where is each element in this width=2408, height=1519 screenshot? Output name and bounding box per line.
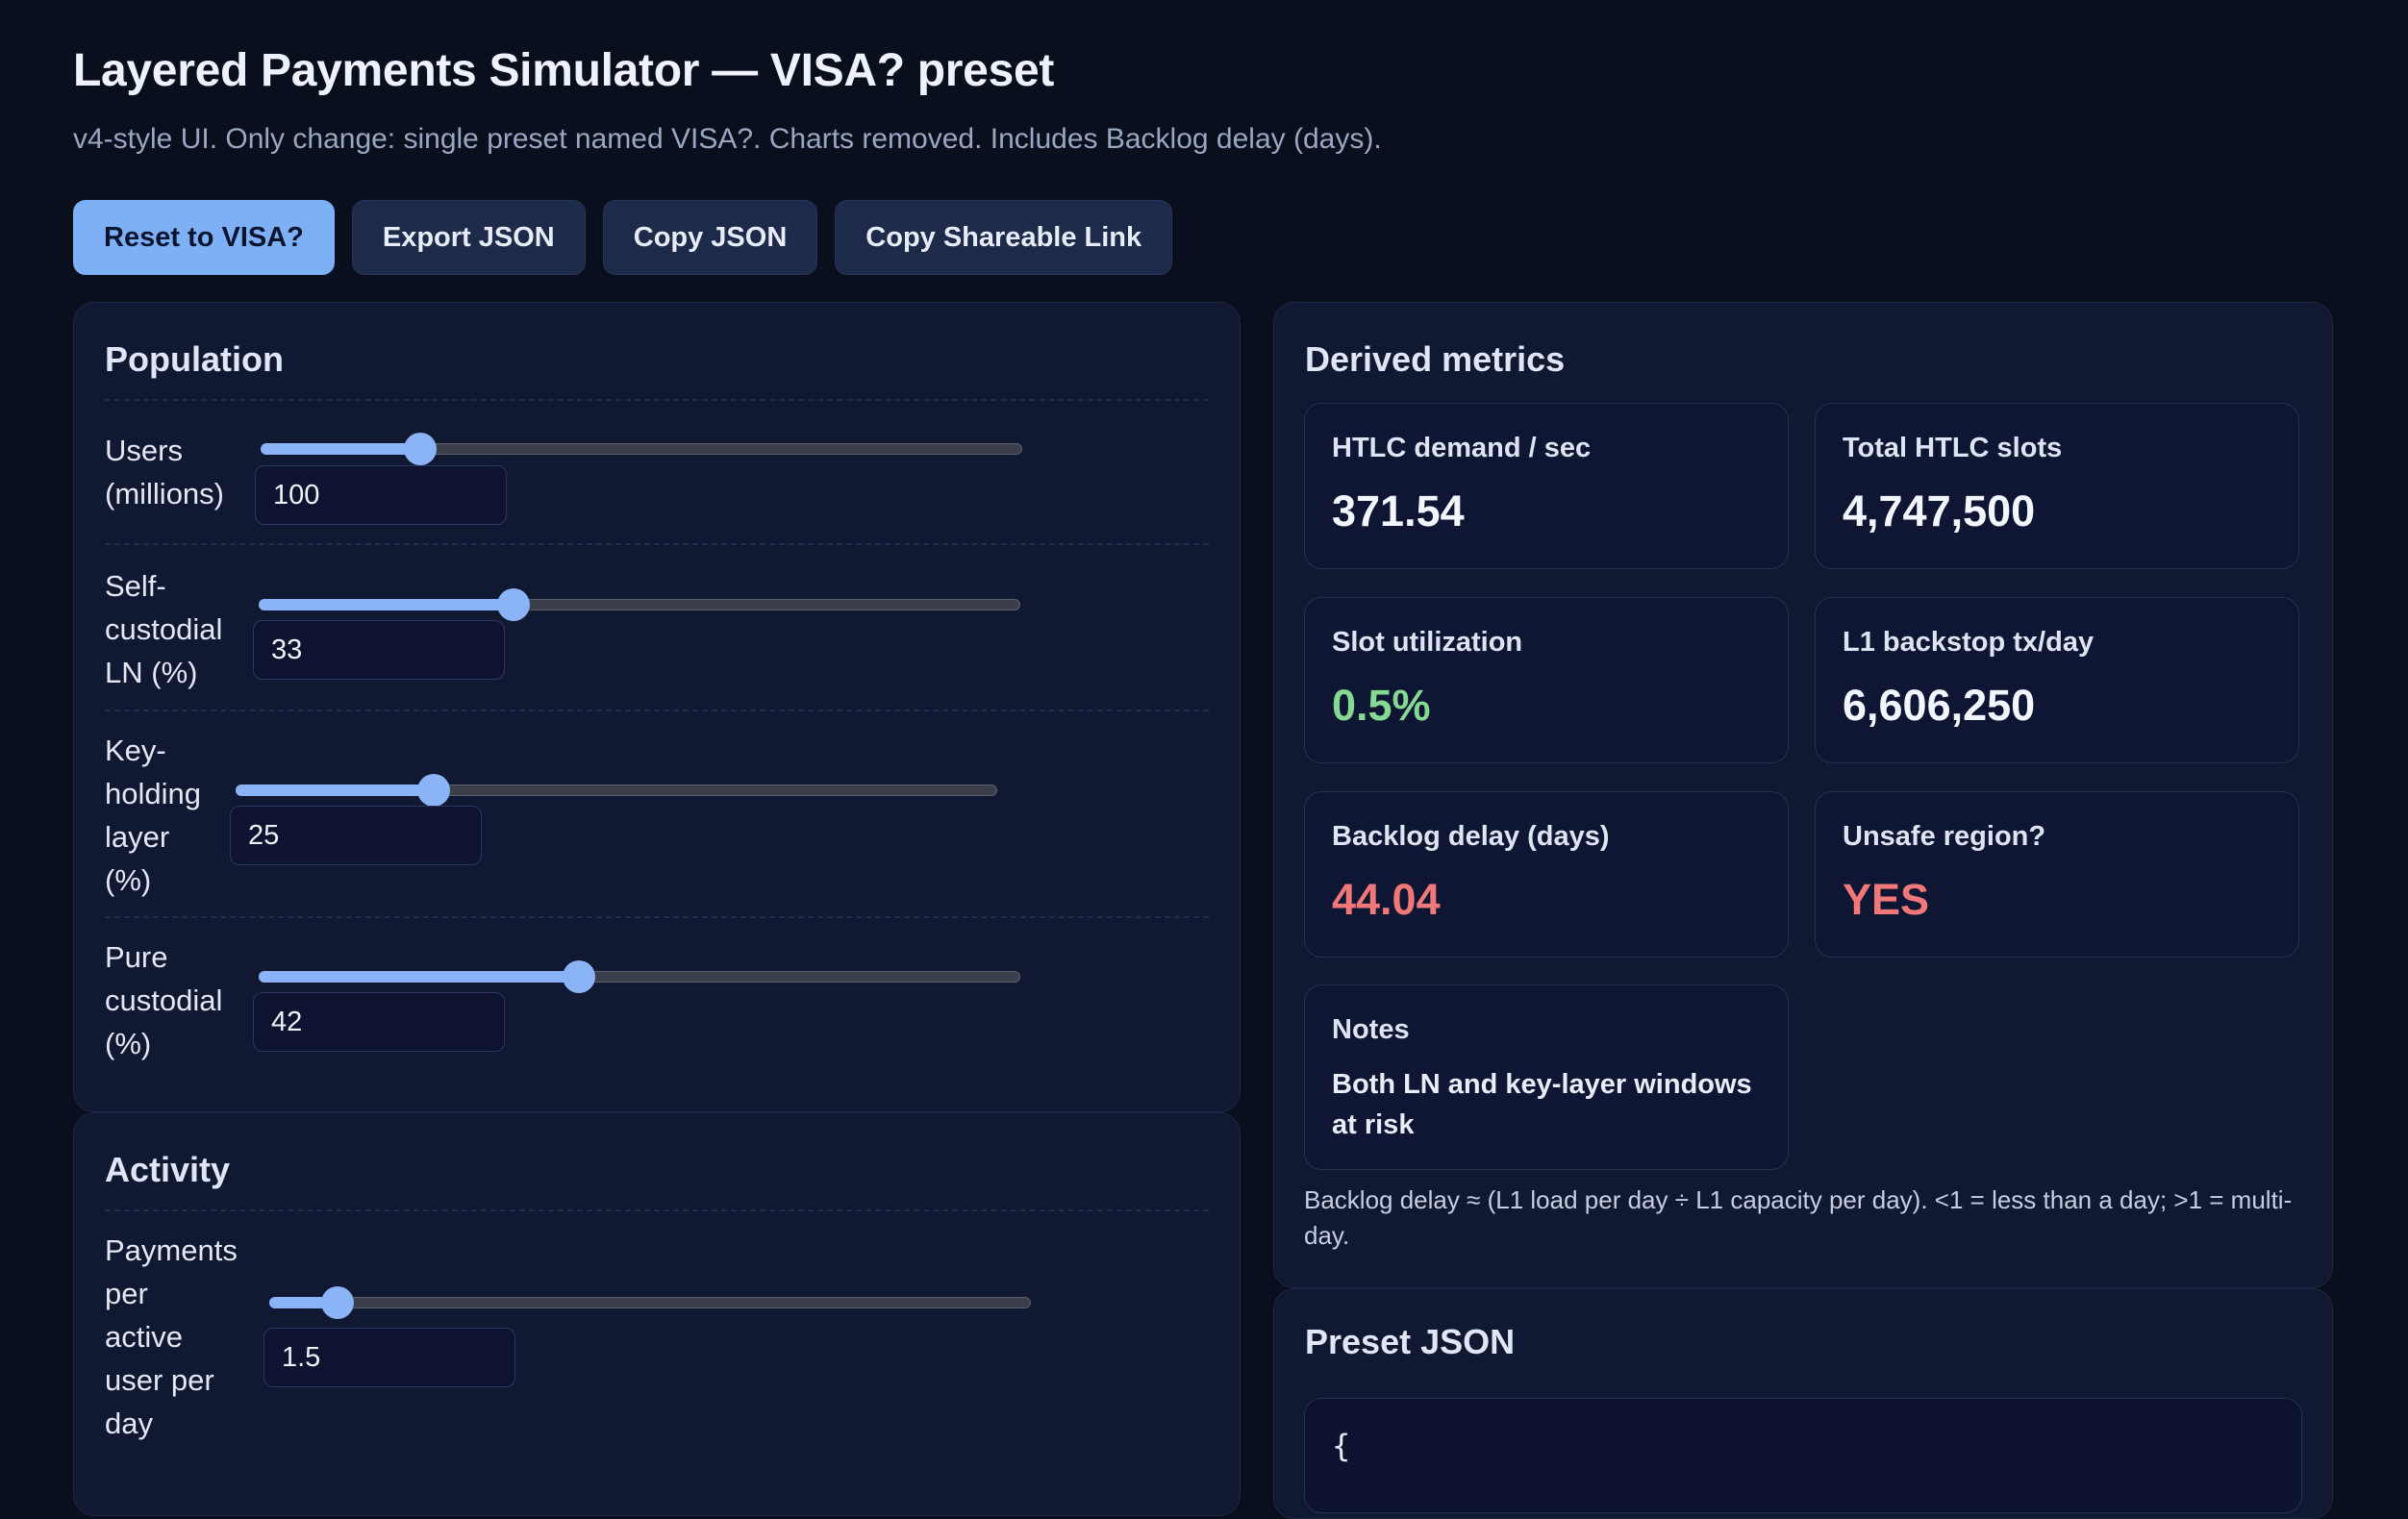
backlog-footnote: Backlog delay ≈ (L1 load per day ÷ L1 ca… [1304,1185,2293,1250]
users-label: Users (millions) [105,429,224,515]
self-custodial-label-line: Self- [105,569,166,603]
divider [105,916,1209,918]
slider-fill [269,1297,339,1308]
htlc-demand-value: 371.54 [1332,486,1465,535]
preset-json-code: { [1332,1428,1351,1464]
l1-backstop-label: L1 backstop tx/day [1843,627,2094,658]
slider-fill [261,443,421,455]
toolbar: Reset to VISA? Export JSON Copy JSON Cop… [73,200,1173,275]
slot-utilization-value: 0.5% [1332,681,1431,730]
backlog-delay-label: Backlog delay (days) [1332,821,1610,852]
divider [105,543,1209,545]
slider-fill [259,971,579,983]
pure-custodial-label-line: custodial [105,984,223,1017]
preset-json-title: Preset JSON [1305,1322,1516,1361]
payments-per-user-input[interactable]: 1.5 [263,1328,515,1387]
page-subtitle: v4-style UI. Only change: single preset … [73,123,1382,155]
slot-utilization-label: Slot utilization [1332,627,1523,658]
htlc-demand-card: HTLC demand / sec 371.54 [1304,403,1789,569]
payments-per-user-label: Payments per active user per day [105,1229,238,1445]
users-label-line: Users [105,434,183,467]
page-title: Layered Payments Simulator — VISA? prese… [73,45,1055,96]
total-htlc-slots-value: 4,747,500 [1843,486,2036,535]
backlog-delay-card: Backlog delay (days) 44.04 [1304,791,1789,958]
copy-shareable-link-button[interactable]: Copy Shareable Link [835,200,1173,275]
preset-json-textarea[interactable]: { [1304,1398,2302,1513]
divider [105,1209,1209,1211]
key-holding-label-line: Key- [105,734,166,767]
total-htlc-slots-card: Total HTLC slots 4,747,500 [1815,403,2299,569]
copy-json-button[interactable]: Copy JSON [602,200,818,275]
payments-label-line: user per [105,1363,214,1397]
divider [105,710,1209,711]
notes-text: Both LN and key-layer windows at risk [1332,1069,1752,1140]
slider-thumb[interactable] [321,1286,355,1319]
population-panel: Population Users (millions) 100 Self- cu… [73,302,1241,1112]
slider-thumb[interactable] [497,588,531,621]
backlog-delay-value: 44.04 [1332,875,1441,924]
unsafe-region-value: YES [1843,875,1930,924]
pure-custodial-input[interactable]: 42 [253,992,505,1052]
slider-fill [259,599,514,610]
notes-label: Notes [1332,1014,1410,1045]
reset-button[interactable]: Reset to VISA? [73,200,335,275]
pure-custodial-label-line: Pure [105,940,168,974]
activity-title: Activity [105,1150,231,1189]
users-label-line: (millions) [105,477,224,510]
divider [105,399,1209,401]
slider-thumb[interactable] [416,774,450,807]
key-holding-slider[interactable] [236,774,997,807]
payments-label-line: active [105,1320,183,1354]
slot-utilization-card: Slot utilization 0.5% [1304,597,1789,763]
derived-metrics-title: Derived metrics [1305,339,1566,379]
payments-label-line: day [105,1407,153,1440]
slider-thumb[interactable] [404,433,438,465]
htlc-demand-label: HTLC demand / sec [1332,433,1592,463]
key-holding-input[interactable]: 25 [230,806,482,865]
users-slider[interactable] [261,433,1022,465]
slider-track [269,1297,1031,1308]
l1-backstop-value: 6,606,250 [1843,681,2036,730]
key-holding-label: Key- holding layer (%) [105,729,201,902]
unsafe-region-card: Unsafe region? YES [1815,791,2299,958]
pure-custodial-label: Pure custodial (%) [105,935,222,1065]
self-custodial-label-line: custodial [105,612,223,646]
notes-card: Notes Both LN and key-layer windows at r… [1304,984,1789,1170]
l1-backstop-card: L1 backstop tx/day 6,606,250 [1815,597,2299,763]
unsafe-region-label: Unsafe region? [1843,821,2046,852]
self-custodial-slider[interactable] [259,588,1020,621]
self-custodial-label-line: LN (%) [105,656,198,689]
self-custodial-input[interactable]: 33 [253,620,505,680]
pure-custodial-slider[interactable] [259,960,1020,993]
key-holding-label-line: (%) [105,863,152,897]
pure-custodial-label-line: (%) [105,1027,152,1060]
payments-label-line: per [105,1277,148,1310]
payments-label-line: Payments [105,1233,238,1267]
activity-panel: Activity Payments per active user per da… [73,1112,1241,1516]
export-json-button[interactable]: Export JSON [351,200,586,275]
key-holding-label-line: holding [105,777,201,810]
key-holding-label-line: layer [105,820,170,854]
payments-per-user-slider[interactable] [269,1286,1031,1319]
total-htlc-slots-label: Total HTLC slots [1843,433,2063,463]
users-input[interactable]: 100 [255,465,507,525]
slider-fill [236,784,434,796]
population-title: Population [105,339,284,379]
self-custodial-label: Self- custodial LN (%) [105,564,222,694]
slider-thumb[interactable] [562,960,595,993]
